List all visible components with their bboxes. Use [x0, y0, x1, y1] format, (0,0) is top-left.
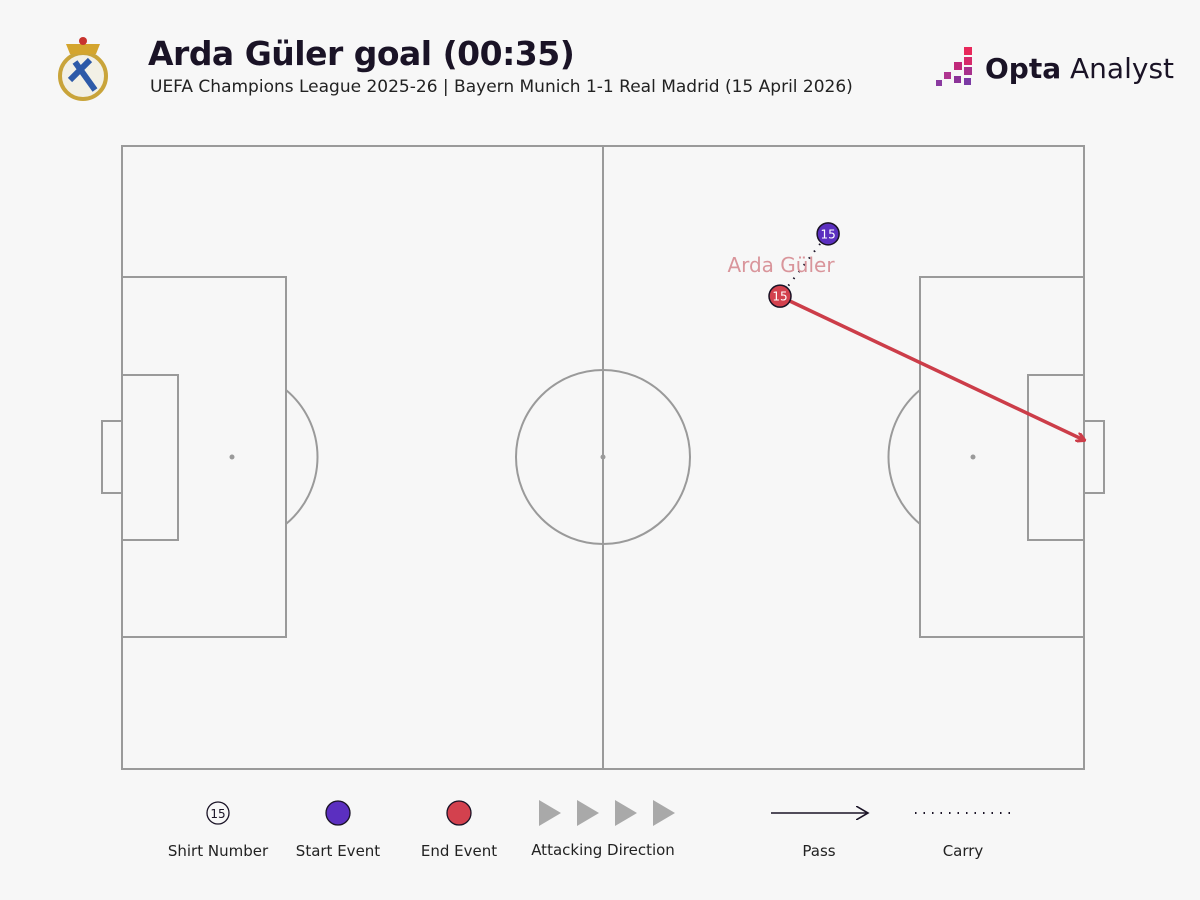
carry-line: [787, 243, 821, 287]
end-event-marker: 15: [768, 284, 792, 308]
real-madrid-crest-icon: [58, 37, 108, 101]
legend-start-event: Start Event: [296, 842, 381, 860]
legend-end-event: End Event: [421, 842, 497, 860]
legend-start-icon: [325, 800, 351, 826]
brand-light: Analyst: [1070, 52, 1175, 85]
legend-shirt-number: Shirt Number: [168, 842, 269, 860]
page-subtitle: UEFA Champions League 2025-26 | Bayern M…: [150, 77, 853, 97]
start-event-marker: 15: [816, 222, 840, 246]
legend-shirt-icon: [206, 801, 230, 825]
legend-end-icon: [446, 800, 472, 826]
legend-carry: Carry: [943, 842, 984, 860]
shot-arrow: [789, 299, 1084, 440]
start-shirt-number: 15: [820, 227, 835, 241]
svg-text:15: 15: [210, 807, 225, 821]
opta-logo-icon: [936, 47, 972, 86]
brand-logo: Opta Analyst: [985, 52, 1174, 85]
attacking-direction-icon: [539, 800, 675, 826]
pitch: [101, 145, 1105, 770]
end-shirt-number: 15: [772, 290, 787, 304]
page-title: Arda Güler goal (00:35): [148, 34, 575, 73]
legend-attacking-direction: Attacking Direction: [531, 841, 675, 859]
player-label: Arda Güler: [727, 253, 835, 277]
brand-bold: Opta: [985, 52, 1062, 85]
legend: 15 Shirt Number Start Event End Event At…: [168, 800, 1010, 860]
legend-pass: Pass: [802, 842, 835, 860]
